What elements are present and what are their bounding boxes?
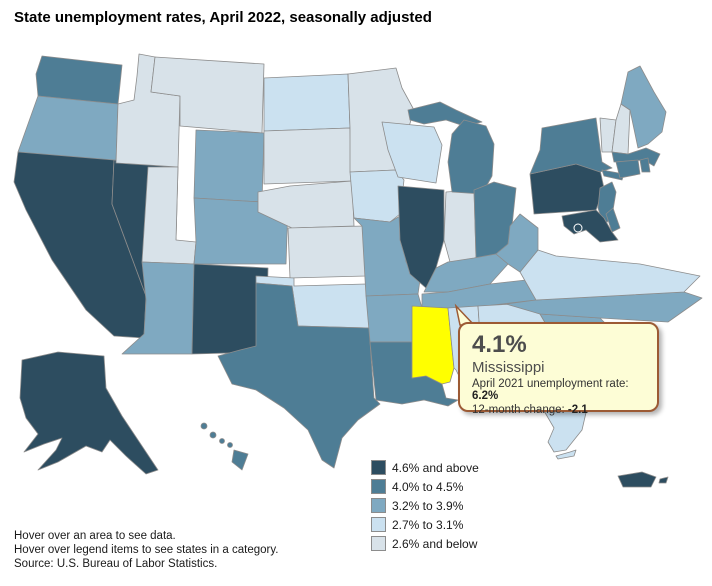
state-maine[interactable]	[620, 65, 667, 149]
state-puerto-rico[interactable]	[617, 471, 657, 488]
tooltip-previous-rate-value: 6.2%	[472, 390, 499, 403]
state-south-dakota[interactable]	[263, 127, 353, 185]
state-west-virginia[interactable]	[495, 213, 539, 273]
state-hawaii-maui[interactable]	[227, 442, 233, 448]
tooltip-previous-rate: April 2021 unemployment rate: 6.2%	[472, 378, 648, 402]
page-title: State unemployment rates, April 2022, se…	[14, 9, 432, 26]
state-hawaii-kauai[interactable]	[200, 422, 208, 430]
legend-label-1: 4.6% and above	[392, 460, 479, 475]
states-layer	[13, 53, 703, 488]
state-new-york-long-island[interactable]	[601, 169, 625, 181]
state-indiana[interactable]	[443, 189, 477, 263]
tooltip-change-value: -2.1	[567, 404, 588, 417]
legend-item-2[interactable]: 4.0% to 4.5%	[371, 479, 479, 494]
state-tooltip: 4.1% Mississippi April 2021 unemployment…	[458, 322, 659, 416]
legend-swatch-2	[371, 479, 386, 494]
legend-swatch-3	[371, 498, 386, 513]
footer-hint-hover-legend: Hover over legend items to see states in…	[14, 544, 279, 556]
state-hawaii-big-island[interactable]	[231, 449, 249, 471]
state-delaware[interactable]	[605, 207, 621, 233]
state-virginia[interactable]	[519, 249, 701, 301]
tooltip-change-label: 12-month change:	[472, 404, 568, 417]
state-district-of-columbia[interactable]	[573, 223, 583, 233]
state-hawaii-oahu[interactable]	[209, 431, 217, 439]
state-iowa[interactable]	[349, 169, 405, 223]
state-maryland[interactable]	[561, 209, 619, 243]
state-alaska[interactable]	[19, 351, 159, 475]
legend-item-3[interactable]: 3.2% to 3.9%	[371, 498, 479, 513]
legend-label-3: 3.2% to 3.9%	[392, 498, 464, 513]
tooltip-state-name: Mississippi	[472, 359, 545, 377]
tooltip-previous-rate-label: April 2021 unemployment rate:	[472, 378, 629, 391]
state-hawaii-molokai[interactable]	[219, 438, 225, 444]
legend-label-2: 4.0% to 4.5%	[392, 479, 464, 494]
map-legend: 4.6% and above 4.0% to 4.5% 3.2% to 3.9%…	[371, 460, 479, 555]
state-connecticut[interactable]	[615, 159, 641, 179]
legend-label-5: 2.6% and below	[392, 536, 478, 551]
state-wisconsin[interactable]	[381, 121, 443, 184]
legend-item-1[interactable]: 4.6% and above	[371, 460, 479, 475]
state-mississippi[interactable]	[411, 305, 455, 385]
footer-source: Source: U.S. Bureau of Labor Statistics.	[14, 558, 218, 570]
tooltip-change: 12-month change: -2.1	[472, 404, 648, 416]
legend-label-4: 2.7% to 3.1%	[392, 517, 464, 532]
legend-item-4[interactable]: 2.7% to 3.1%	[371, 517, 479, 532]
state-new-hampshire[interactable]	[611, 103, 631, 155]
state-rhode-island[interactable]	[639, 157, 651, 173]
tooltip-rate: 4.1%	[472, 331, 527, 358]
state-north-dakota[interactable]	[263, 73, 351, 132]
legend-swatch-5	[371, 536, 386, 551]
state-puerto-rico-islands[interactable]	[658, 476, 669, 484]
state-utah[interactable]	[141, 166, 197, 265]
state-kansas[interactable]	[287, 225, 367, 279]
legend-swatch-1	[371, 460, 386, 475]
legend-item-5[interactable]: 2.6% and below	[371, 536, 479, 551]
state-florida-keys[interactable]	[555, 449, 577, 460]
state-michigan[interactable]	[447, 119, 495, 195]
state-montana[interactable]	[150, 56, 265, 134]
footer-notes: Hover over an area to see data. Hover ov…	[14, 529, 278, 571]
state-new-york[interactable]	[529, 117, 613, 175]
legend-swatch-4	[371, 517, 386, 532]
state-wyoming[interactable]	[193, 129, 265, 203]
footer-hint-hover-area: Hover over an area to see data.	[14, 530, 176, 542]
